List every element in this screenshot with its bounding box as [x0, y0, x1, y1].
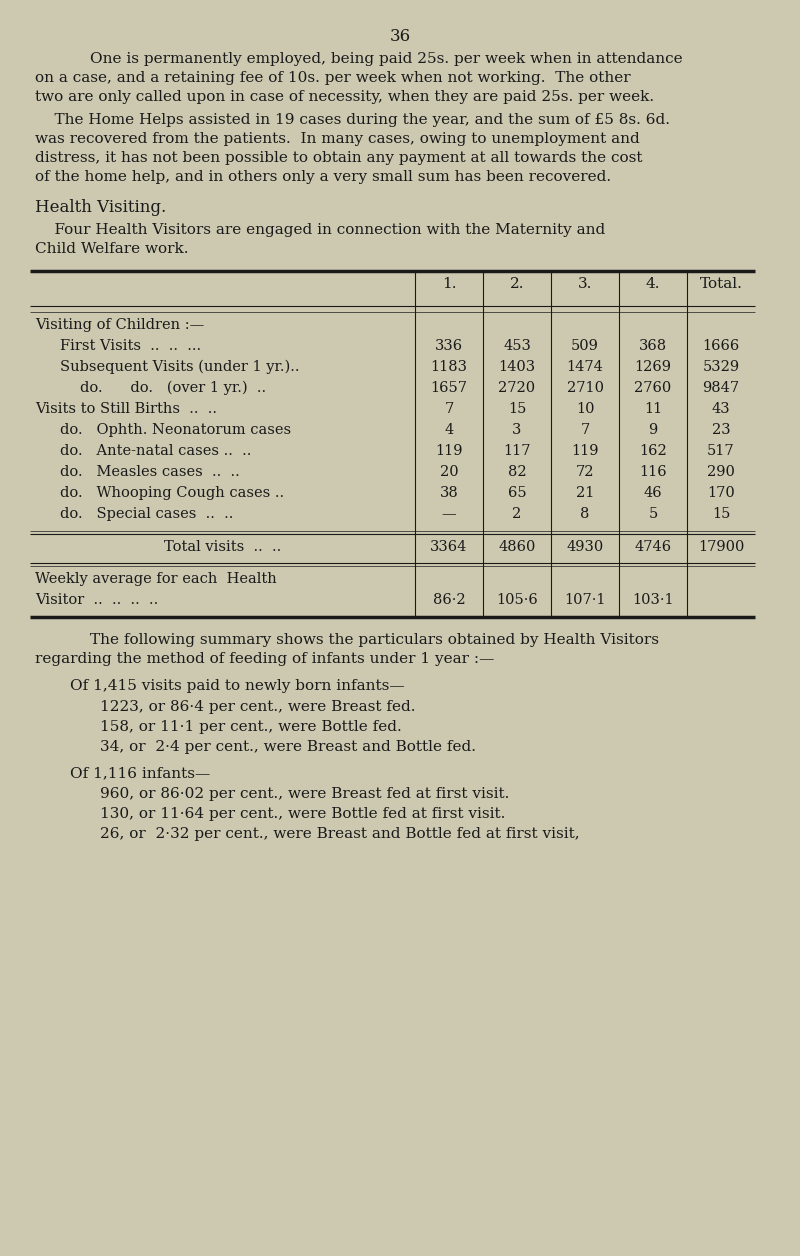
Text: do.   Measles cases  ..  ..: do. Measles cases .. ..: [60, 465, 240, 479]
Text: 46: 46: [644, 486, 662, 500]
Text: 23: 23: [712, 423, 730, 437]
Text: on a case, and a retaining fee of 10s. per week when not working.  The other: on a case, and a retaining fee of 10s. p…: [35, 72, 630, 85]
Text: Health Visiting.: Health Visiting.: [35, 198, 166, 216]
Text: Child Welfare work.: Child Welfare work.: [35, 242, 189, 256]
Text: 116: 116: [639, 465, 667, 479]
Text: 17900: 17900: [698, 540, 744, 554]
Text: 9: 9: [648, 423, 658, 437]
Text: 5: 5: [648, 507, 658, 521]
Text: do.      do.   (over 1 yr.)  ..: do. do. (over 1 yr.) ..: [80, 381, 266, 396]
Text: 4.: 4.: [646, 278, 660, 291]
Text: Weekly average for each  Health: Weekly average for each Health: [35, 571, 277, 587]
Text: do.   Ante-natal cases ..  ..: do. Ante-natal cases .. ..: [60, 445, 251, 458]
Text: 86·2: 86·2: [433, 593, 466, 607]
Text: 2.: 2.: [510, 278, 524, 291]
Text: 1474: 1474: [566, 360, 603, 374]
Text: 3.: 3.: [578, 278, 592, 291]
Text: 2: 2: [512, 507, 522, 521]
Text: Visitor  ..  ..  ..  ..: Visitor .. .. .. ..: [35, 593, 158, 607]
Text: do.   Special cases  ..  ..: do. Special cases .. ..: [60, 507, 234, 521]
Text: 1657: 1657: [430, 381, 467, 394]
Text: 11: 11: [644, 402, 662, 416]
Text: do.   Whooping Cough cases ..: do. Whooping Cough cases ..: [60, 486, 284, 500]
Text: 368: 368: [639, 339, 667, 353]
Text: 2760: 2760: [634, 381, 672, 394]
Text: Of 1,116 infants—: Of 1,116 infants—: [70, 766, 210, 780]
Text: regarding the method of feeding of infants under 1 year :—: regarding the method of feeding of infan…: [35, 652, 494, 666]
Text: 7: 7: [580, 423, 590, 437]
Text: 8: 8: [580, 507, 590, 521]
Text: 170: 170: [707, 486, 735, 500]
Text: —: —: [442, 507, 456, 521]
Text: The Home Helps assisted in 19 cases during the year, and the sum of £5 8s. 6d.: The Home Helps assisted in 19 cases duri…: [35, 113, 670, 127]
Text: of the home help, and in others only a very small sum has been recovered.: of the home help, and in others only a v…: [35, 170, 611, 183]
Text: 960, or 86·02 per cent., were Breast fed at first visit.: 960, or 86·02 per cent., were Breast fed…: [100, 788, 510, 801]
Text: 162: 162: [639, 445, 667, 458]
Text: 26, or  2·32 per cent., were Breast and Bottle fed at first visit,: 26, or 2·32 per cent., were Breast and B…: [100, 826, 580, 842]
Text: 1183: 1183: [430, 360, 467, 374]
Text: 1269: 1269: [634, 360, 671, 374]
Text: One is permanently employed, being paid 25s. per week when in attendance: One is permanently employed, being paid …: [90, 51, 682, 67]
Text: 43: 43: [712, 402, 730, 416]
Text: 1666: 1666: [702, 339, 740, 353]
Text: 82: 82: [508, 465, 526, 479]
Text: 3364: 3364: [430, 540, 468, 554]
Text: 130, or 11·64 per cent., were Bottle fed at first visit.: 130, or 11·64 per cent., were Bottle fed…: [100, 808, 506, 821]
Text: Visits to Still Births  ..  ..: Visits to Still Births .. ..: [35, 402, 217, 416]
Text: 1223, or 86·4 per cent., were Breast fed.: 1223, or 86·4 per cent., were Breast fed…: [100, 700, 415, 713]
Text: 38: 38: [440, 486, 458, 500]
Text: was recovered from the patients.  In many cases, owing to unemployment and: was recovered from the patients. In many…: [35, 132, 640, 146]
Text: 119: 119: [571, 445, 598, 458]
Text: Visiting of Children :—: Visiting of Children :—: [35, 318, 204, 332]
Text: distress, it has not been possible to obtain any payment at all towards the cost: distress, it has not been possible to ob…: [35, 151, 642, 165]
Text: 1403: 1403: [498, 360, 535, 374]
Text: 72: 72: [576, 465, 594, 479]
Text: 4930: 4930: [566, 540, 604, 554]
Text: 119: 119: [435, 445, 462, 458]
Text: Of 1,415 visits paid to newly born infants—: Of 1,415 visits paid to newly born infan…: [70, 679, 405, 693]
Text: Subsequent Visits (under 1 yr.)..: Subsequent Visits (under 1 yr.)..: [60, 360, 299, 374]
Text: 36: 36: [390, 28, 410, 45]
Text: 20: 20: [440, 465, 458, 479]
Text: 4746: 4746: [634, 540, 671, 554]
Text: 5329: 5329: [702, 360, 739, 374]
Text: 65: 65: [508, 486, 526, 500]
Text: 10: 10: [576, 402, 594, 416]
Text: First Visits  ..  ..  ...: First Visits .. .. ...: [60, 339, 201, 353]
Text: 15: 15: [712, 507, 730, 521]
Text: 509: 509: [571, 339, 599, 353]
Text: 15: 15: [508, 402, 526, 416]
Text: 4860: 4860: [498, 540, 536, 554]
Text: Total visits  ..  ..: Total visits .. ..: [164, 540, 281, 554]
Text: do.   Ophth. Neonatorum cases: do. Ophth. Neonatorum cases: [60, 423, 291, 437]
Text: 1.: 1.: [442, 278, 456, 291]
Text: 34, or  2·4 per cent., were Breast and Bottle fed.: 34, or 2·4 per cent., were Breast and Bo…: [100, 740, 476, 754]
Text: 2710: 2710: [566, 381, 603, 394]
Text: 453: 453: [503, 339, 531, 353]
Text: 107·1: 107·1: [564, 593, 606, 607]
Text: two are only called upon in case of necessity, when they are paid 25s. per week.: two are only called upon in case of nece…: [35, 90, 654, 104]
Text: 336: 336: [435, 339, 463, 353]
Text: 21: 21: [576, 486, 594, 500]
Text: 103·1: 103·1: [632, 593, 674, 607]
Text: 7: 7: [444, 402, 454, 416]
Text: 4: 4: [444, 423, 454, 437]
Text: Four Health Visitors are engaged in connection with the Maternity and: Four Health Visitors are engaged in conn…: [35, 224, 606, 237]
Text: 105·6: 105·6: [496, 593, 538, 607]
Text: 290: 290: [707, 465, 735, 479]
Text: 117: 117: [503, 445, 530, 458]
Text: 2720: 2720: [498, 381, 535, 394]
Text: Total.: Total.: [699, 278, 742, 291]
Text: 3: 3: [512, 423, 522, 437]
Text: 517: 517: [707, 445, 735, 458]
Text: The following summary shows the particulars obtained by Health Visitors: The following summary shows the particul…: [90, 633, 659, 647]
Text: 9847: 9847: [702, 381, 739, 394]
Text: 158, or 11·1 per cent., were Bottle fed.: 158, or 11·1 per cent., were Bottle fed.: [100, 720, 402, 734]
